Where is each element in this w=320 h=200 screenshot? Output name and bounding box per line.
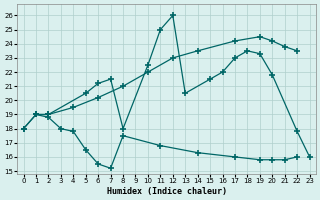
X-axis label: Humidex (Indice chaleur): Humidex (Indice chaleur) [107, 187, 227, 196]
